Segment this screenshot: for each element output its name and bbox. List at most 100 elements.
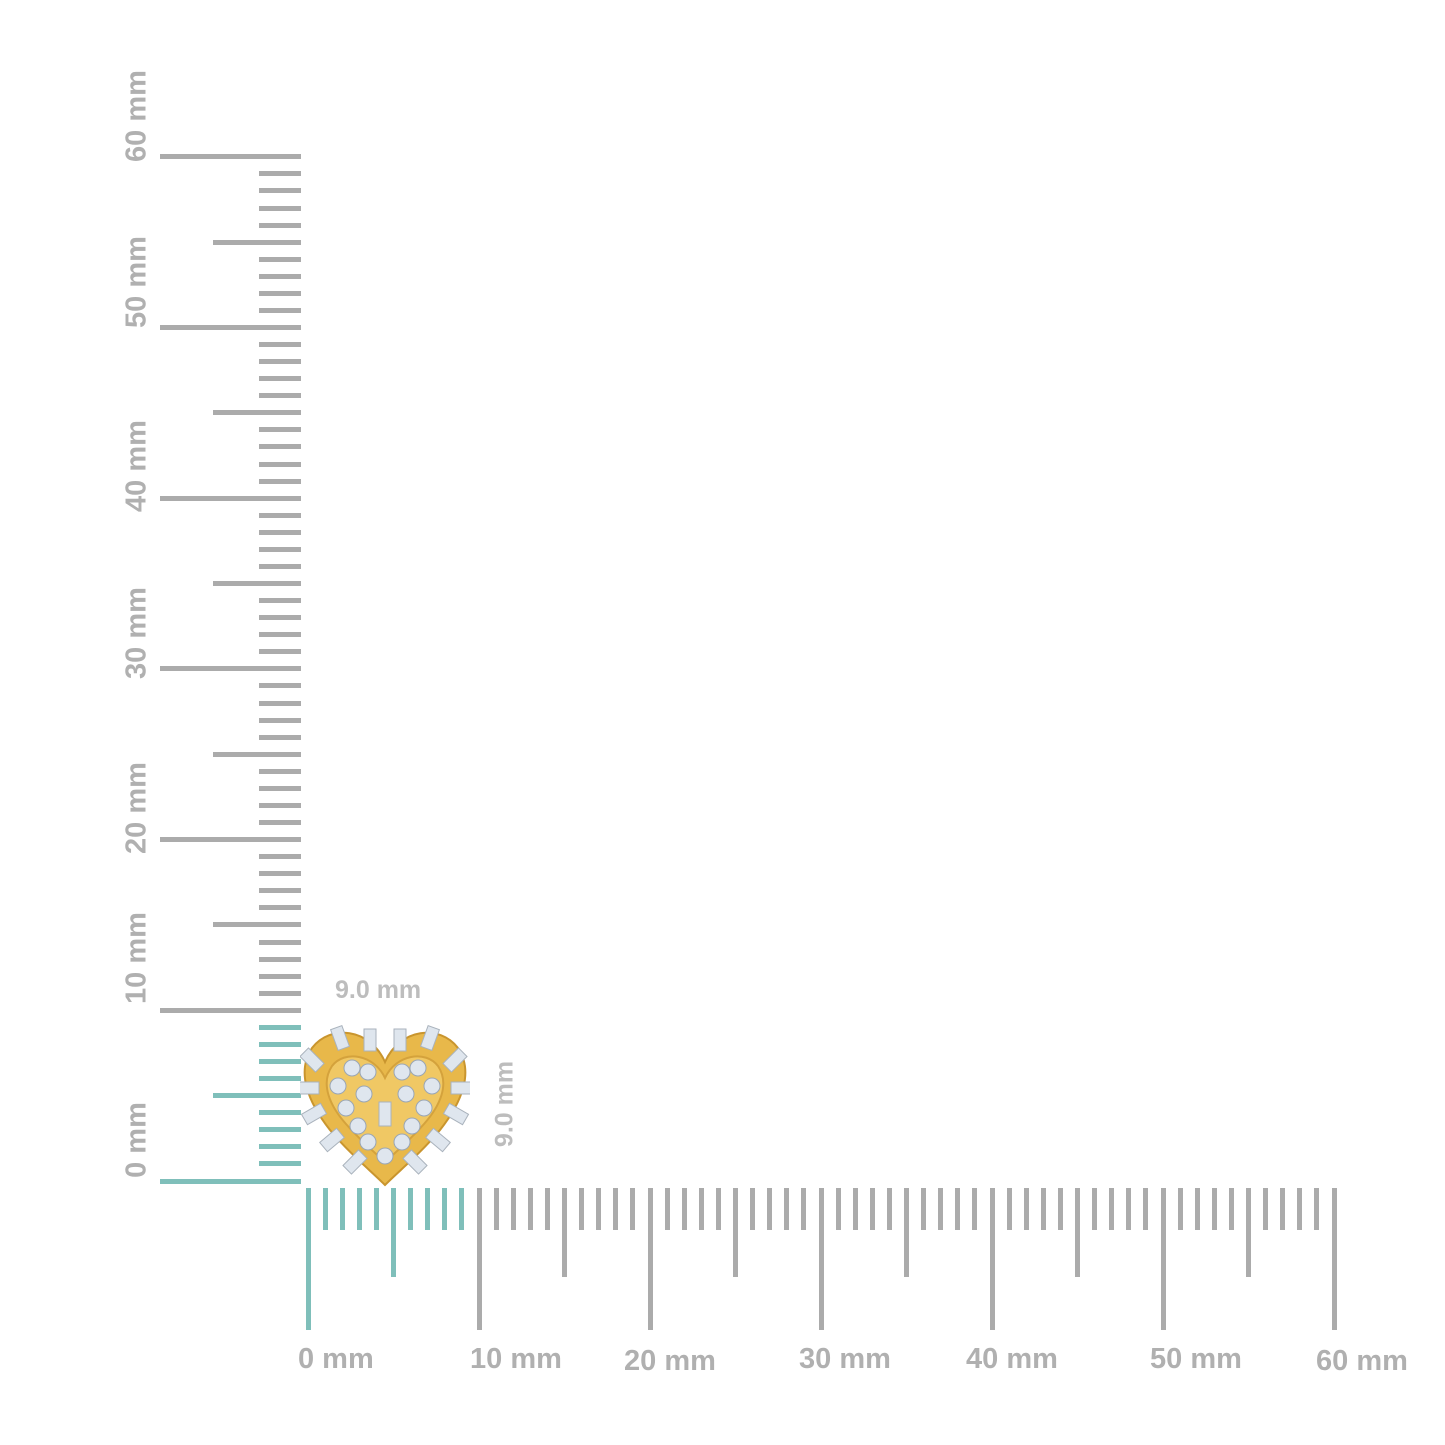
h-tick-40 — [989, 1188, 995, 1330]
h-tick-45 — [1075, 1188, 1080, 1277]
v-tick-32 — [259, 632, 301, 638]
v-tick-39 — [259, 512, 301, 518]
v-tick-6 — [259, 1076, 301, 1082]
v-tick-47 — [259, 376, 301, 382]
width-dimension: 9.0 mm — [335, 976, 422, 1004]
baguette-gem — [363, 1028, 377, 1052]
round-gem — [355, 1085, 373, 1103]
h-tick-50 — [1160, 1188, 1166, 1330]
h-tick-13 — [527, 1188, 533, 1230]
h-tick-34 — [886, 1188, 892, 1230]
v-label-20: 20 mm — [120, 762, 153, 854]
v-tick-7 — [259, 1059, 301, 1064]
v-tick-17 — [259, 888, 301, 894]
baguette-gem — [300, 1047, 325, 1073]
h-tick-5 — [391, 1188, 396, 1277]
v-tick-46 — [259, 393, 301, 399]
h-tick-12 — [510, 1188, 516, 1230]
v-tick-60 — [160, 154, 301, 160]
round-gem — [359, 1133, 377, 1151]
v-tick-41 — [259, 478, 301, 484]
v-tick-18 — [259, 871, 301, 877]
v-label-30: 30 mm — [120, 587, 153, 679]
v-tick-20 — [160, 837, 301, 843]
round-gem — [349, 1117, 367, 1135]
baguette-gem — [300, 1102, 328, 1126]
h-tick-59 — [1314, 1188, 1320, 1230]
v-label-10: 10 mm — [120, 912, 153, 1004]
v-tick-54 — [259, 256, 301, 262]
v-tick-37 — [259, 546, 301, 552]
diamond-gems — [300, 1024, 470, 1175]
h-tick-47 — [1109, 1188, 1115, 1230]
v-tick-44 — [259, 427, 301, 433]
v-tick-33 — [259, 615, 301, 621]
h-tick-23 — [698, 1188, 704, 1230]
h-tick-4 — [373, 1188, 379, 1230]
baguette-gem — [442, 1102, 470, 1126]
v-tick-3 — [259, 1127, 301, 1133]
h-tick-3 — [356, 1188, 362, 1230]
baguette-gem — [425, 1127, 451, 1153]
h-tick-6 — [408, 1188, 414, 1230]
v-label-0: 0 mm — [120, 1102, 153, 1178]
baguette-gem — [402, 1149, 428, 1175]
h-tick-37 — [938, 1188, 944, 1230]
round-gem — [409, 1059, 427, 1077]
v-tick-36 — [259, 563, 301, 569]
h-tick-24 — [715, 1188, 721, 1230]
heart-earring-image — [300, 1024, 470, 1187]
baguette-gem — [319, 1127, 345, 1153]
v-tick-31 — [259, 649, 301, 655]
h-tick-44 — [1057, 1188, 1063, 1230]
round-gem — [397, 1085, 415, 1103]
h-tick-2 — [339, 1188, 345, 1230]
v-tick-4 — [259, 1110, 301, 1116]
v-tick-42 — [259, 461, 301, 467]
v-tick-15 — [213, 922, 301, 928]
round-gem — [393, 1133, 411, 1151]
round-gem — [415, 1099, 433, 1117]
h-tick-28 — [784, 1188, 790, 1230]
v-tick-52 — [259, 290, 301, 296]
v-tick-25 — [213, 751, 301, 757]
round-gem — [343, 1059, 361, 1077]
v-tick-40 — [160, 495, 301, 501]
h-tick-8 — [442, 1188, 448, 1230]
h-tick-38 — [955, 1188, 961, 1230]
h-tick-51 — [1177, 1188, 1183, 1230]
h-tick-29 — [801, 1188, 807, 1230]
v-tick-27 — [259, 717, 301, 723]
h-tick-36 — [921, 1188, 927, 1230]
baguette-gem — [450, 1081, 470, 1095]
v-tick-12 — [259, 973, 301, 979]
v-tick-34 — [259, 598, 301, 604]
baguette-gem — [442, 1047, 468, 1073]
v-tick-48 — [259, 359, 301, 365]
v-tick-9 — [259, 1024, 301, 1030]
h-label-50: 50 mm — [1150, 1343, 1242, 1375]
v-tick-16 — [259, 905, 301, 911]
v-tick-2 — [259, 1144, 301, 1150]
v-tick-51 — [259, 307, 301, 313]
v-tick-19 — [259, 854, 301, 860]
h-tick-56 — [1263, 1188, 1269, 1230]
v-tick-56 — [259, 222, 301, 228]
v-tick-22 — [259, 802, 301, 808]
v-tick-35 — [213, 581, 301, 587]
v-tick-5 — [213, 1093, 301, 1099]
h-tick-15 — [562, 1188, 567, 1277]
h-label-30: 30 mm — [799, 1343, 891, 1375]
h-tick-14 — [544, 1188, 550, 1230]
v-tick-13 — [259, 956, 301, 962]
h-tick-17 — [596, 1188, 602, 1230]
v-label-50: 50 mm — [120, 236, 153, 328]
v-label-40: 40 mm — [120, 420, 153, 512]
h-tick-30 — [818, 1188, 824, 1330]
v-tick-45 — [213, 410, 301, 416]
v-tick-21 — [259, 820, 301, 826]
v-tick-28 — [259, 700, 301, 706]
h-tick-20 — [647, 1188, 653, 1330]
h-label-10: 10 mm — [470, 1343, 562, 1375]
